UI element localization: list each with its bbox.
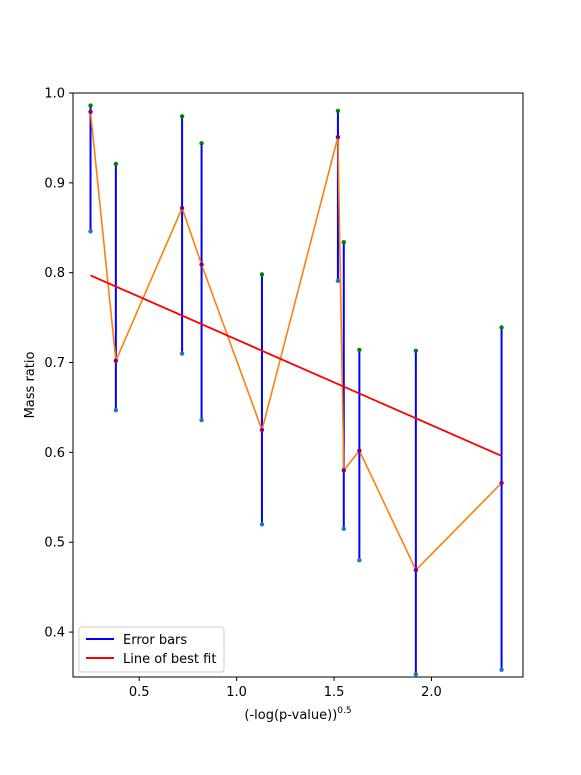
upper-bound-marker (499, 325, 504, 330)
x-tick-label: 2.0 (421, 685, 442, 700)
lower-bound-marker (341, 526, 346, 531)
y-tick-label: 1.0 (44, 87, 65, 102)
upper-bound-marker (113, 161, 119, 167)
lower-bound-marker (259, 522, 265, 527)
lower-bound-marker (357, 558, 362, 563)
y-tick-label: 0.4 (44, 626, 65, 641)
upper-bound-marker (179, 114, 185, 119)
lower-bound-marker (113, 407, 119, 413)
data-point (88, 109, 93, 115)
y-tick-label: 0.8 (44, 266, 65, 281)
lower-bound-marker (499, 667, 504, 673)
x-axis-label-superscript: 0.5 (337, 706, 351, 716)
upper-bound-marker (335, 108, 341, 114)
y-tick-label: 0.6 (44, 446, 65, 461)
data-point (499, 480, 504, 486)
y-tick-label: 0.7 (44, 356, 65, 371)
plot-frame (72, 92, 524, 678)
plot-area (88, 103, 504, 677)
axes-ticks: 0.5 1.0 1.5 2.0 0.4 0.5 0.6 0.7 0.8 0.9 1.0 (44, 87, 441, 701)
data-point (113, 358, 119, 363)
x-tick-label: 1.0 (226, 685, 247, 700)
x-tick-label: 1.5 (324, 685, 345, 700)
data-point (341, 468, 346, 473)
y-axis-label: Mass ratio (23, 352, 38, 419)
upper-bound-marker (88, 103, 93, 108)
upper-bound-marker (413, 348, 419, 354)
upper-bound-marker (357, 347, 362, 353)
upper-bound-marker (199, 141, 204, 146)
data-line (89, 111, 503, 572)
x-axis-label-base: (-log(p-value)) (244, 708, 337, 723)
lower-bound-marker (88, 229, 93, 234)
data-point (413, 567, 419, 573)
lower-bound-marker (413, 672, 419, 677)
best-fit-line (90, 274, 502, 457)
lower-bound-marker (179, 351, 185, 356)
y-tick-label: 0.9 (44, 176, 65, 191)
data-point (199, 262, 204, 267)
legend-best-fit-label: Line of best fit (123, 652, 216, 667)
legend-box (78, 626, 225, 673)
upper-bound-marker (341, 239, 346, 245)
data-point (357, 448, 362, 453)
lower-bound-marker (199, 417, 204, 423)
upper-bound-marker (259, 272, 265, 277)
lower-bound-marker (335, 278, 341, 283)
legend: Error bars Line of best fit (78, 626, 225, 673)
x-tick-label: 0.5 (129, 685, 150, 700)
data-point (179, 205, 185, 211)
legend-error-bars-label: Error bars (123, 633, 187, 648)
x-axis-label: (-log(p-value))0.5 (244, 706, 351, 723)
data-point (259, 427, 265, 433)
data-point (335, 134, 341, 140)
y-tick-label: 0.5 (44, 536, 65, 551)
